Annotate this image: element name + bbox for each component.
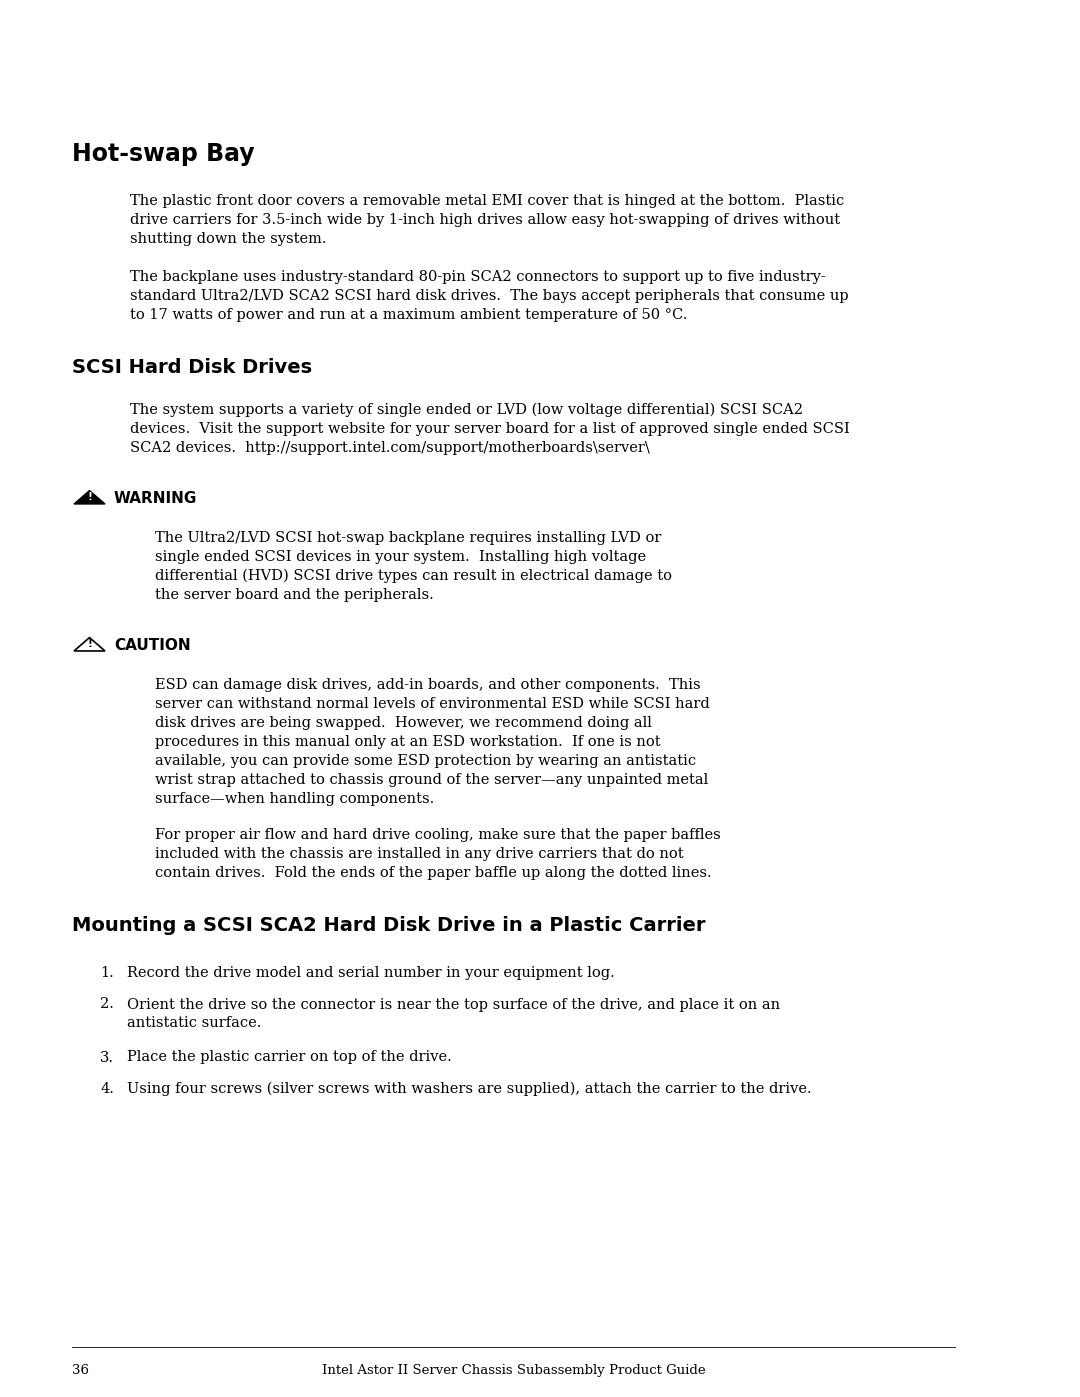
Text: WARNING: WARNING (114, 490, 198, 506)
Text: Place the plastic carrier on top of the drive.: Place the plastic carrier on top of the … (127, 1051, 451, 1065)
Text: !: ! (87, 638, 92, 650)
Text: Mounting a SCSI SCA2 Hard Disk Drive in a Plastic Carrier: Mounting a SCSI SCA2 Hard Disk Drive in … (72, 916, 705, 935)
Polygon shape (75, 637, 105, 651)
Text: CAUTION: CAUTION (114, 638, 191, 652)
Text: The system supports a variety of single ended or LVD (low voltage differential) : The system supports a variety of single … (130, 402, 850, 455)
Text: The backplane uses industry-standard 80-pin SCA2 connectors to support up to fiv: The backplane uses industry-standard 80-… (130, 270, 849, 321)
Text: 1.: 1. (100, 965, 114, 981)
Text: 36: 36 (72, 1363, 89, 1377)
Text: Intel Astor II Server Chassis Subassembly Product Guide: Intel Astor II Server Chassis Subassembl… (322, 1363, 705, 1377)
Text: The Ultra2/LVD SCSI hot-swap backplane requires installing LVD or
single ended S: The Ultra2/LVD SCSI hot-swap backplane r… (156, 531, 672, 602)
Polygon shape (75, 490, 105, 504)
Text: 3.: 3. (100, 1051, 114, 1065)
Text: SCSI Hard Disk Drives: SCSI Hard Disk Drives (72, 358, 312, 377)
Text: Hot-swap Bay: Hot-swap Bay (72, 142, 255, 166)
Text: The plastic front door covers a removable metal EMI cover that is hinged at the : The plastic front door covers a removabl… (130, 194, 845, 246)
Text: 4.: 4. (100, 1083, 114, 1097)
Text: Using four screws (silver screws with washers are supplied), attach the carrier : Using four screws (silver screws with wa… (127, 1083, 812, 1097)
Text: Orient the drive so the connector is near the top surface of the drive, and plac: Orient the drive so the connector is nea… (127, 997, 780, 1031)
Text: Record the drive model and serial number in your equipment log.: Record the drive model and serial number… (127, 965, 615, 981)
Text: ESD can damage disk drives, add-in boards, and other components.  This
server ca: ESD can damage disk drives, add-in board… (156, 678, 710, 806)
Text: !: ! (87, 492, 92, 502)
Text: For proper air flow and hard drive cooling, make sure that the paper baffles
inc: For proper air flow and hard drive cooli… (156, 828, 720, 880)
Text: 2.: 2. (100, 997, 114, 1011)
